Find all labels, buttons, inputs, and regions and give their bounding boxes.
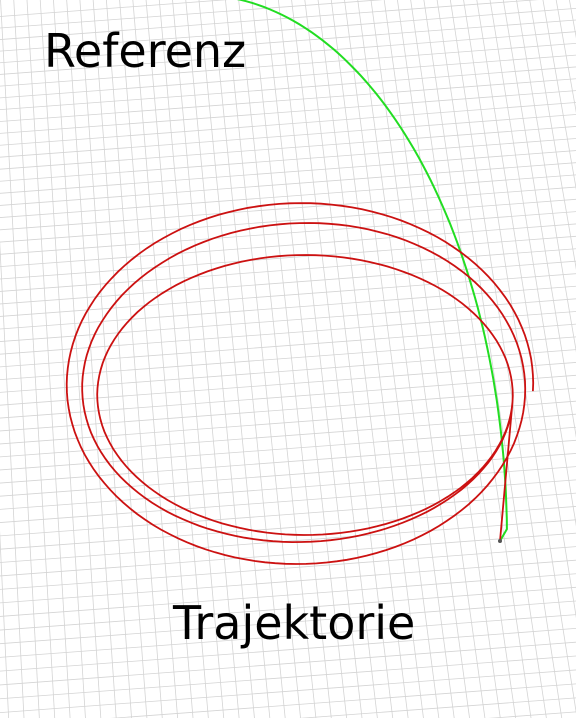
grid-line-vertical <box>39 0 86 718</box>
grid-line-vertical <box>516 0 576 353</box>
grid-line-vertical <box>383 0 486 718</box>
grid-line-vertical <box>489 0 576 527</box>
grid-line-horizontal <box>0 42 576 87</box>
grid-line-horizontal <box>0 439 576 484</box>
grid-line-horizontal <box>0 285 576 330</box>
grid-line-horizontal <box>0 546 576 590</box>
grid-line-vertical <box>0 0 40 718</box>
grid-line-vertical <box>277 0 363 718</box>
grid-line-vertical <box>119 0 179 718</box>
grid-line-vertical <box>397 0 501 718</box>
grid-line-horizontal <box>0 614 576 658</box>
grid-line-horizontal <box>0 532 576 577</box>
grid-line-horizontal <box>0 0 229 17</box>
grid-line-vertical <box>211 0 286 718</box>
grid-line-vertical <box>185 0 255 718</box>
grid-line-horizontal <box>0 19 576 64</box>
reference-label: Referenz <box>44 24 247 78</box>
grid-line-horizontal <box>0 54 576 99</box>
grid-line-horizontal <box>0 235 576 280</box>
grid-line-vertical <box>463 0 576 714</box>
grid-line-vertical <box>330 0 424 718</box>
grid-line-vertical <box>158 0 225 718</box>
grid-line-vertical <box>172 0 240 718</box>
grid-line-horizontal <box>0 426 576 471</box>
grid-line-horizontal <box>0 586 576 631</box>
grid-line-vertical <box>436 0 547 718</box>
grid-line-vertical <box>304 0 394 718</box>
grid-line-vertical <box>251 0 332 718</box>
grid-line-horizontal <box>0 519 576 563</box>
grid-line-horizontal <box>0 162 576 206</box>
grid-line-horizontal <box>0 600 576 645</box>
grid-line-vertical <box>198 0 271 718</box>
grid-line-horizontal <box>0 669 576 714</box>
grid-line-horizontal <box>0 66 576 111</box>
grid-line-horizontal <box>0 273 576 317</box>
grid-line-vertical <box>238 0 317 718</box>
grid-line-vertical <box>79 0 132 718</box>
grid-line-horizontal <box>0 260 576 305</box>
grid-line-vertical <box>264 0 348 718</box>
grid-line-horizontal <box>0 311 576 355</box>
grid-line-horizontal <box>0 492 576 537</box>
start-marker <box>498 539 502 543</box>
grid-line-horizontal <box>0 349 576 393</box>
grid-line-horizontal <box>0 114 576 158</box>
grid-line-vertical <box>317 0 409 718</box>
grid-line-horizontal <box>298 697 576 718</box>
reference-curve <box>236 0 508 542</box>
grid-line-horizontal <box>0 559 576 604</box>
grid-line-vertical <box>542 0 576 191</box>
grid-line-vertical <box>529 0 576 270</box>
grid-line-horizontal <box>0 126 576 170</box>
grid-line-vertical <box>344 0 440 718</box>
grid-line-horizontal <box>0 248 576 292</box>
grid-line-vertical <box>410 0 517 718</box>
grid-line-vertical <box>132 0 194 718</box>
trajectory-curve <box>65 202 535 565</box>
grid-line-horizontal <box>0 102 576 146</box>
grid-line-horizontal <box>0 31 576 75</box>
grid-line-horizontal <box>0 573 576 617</box>
grid-line-vertical <box>357 0 455 718</box>
grid-line-horizontal <box>0 90 576 134</box>
grid-line-horizontal <box>0 628 576 672</box>
grid-line-horizontal <box>0 138 576 182</box>
grid-line-vertical <box>13 0 56 718</box>
grid-line-vertical <box>53 0 102 718</box>
grid-line-vertical <box>26 0 71 718</box>
grid-line-horizontal <box>0 374 576 419</box>
grid-line-horizontal <box>0 174 576 218</box>
grid-line-vertical <box>370 0 470 718</box>
grid-line-vertical <box>92 0 148 718</box>
grid-line-vertical <box>145 0 209 718</box>
grid-line-vertical <box>0 530 10 718</box>
trajectory-label: Trajektorie <box>173 596 416 650</box>
grid-line-horizontal <box>0 655 576 700</box>
grid-line-vertical <box>291 0 378 718</box>
grid-line-vertical <box>423 0 532 718</box>
grid-line-horizontal <box>0 0 384 29</box>
grid-line-vertical <box>502 0 576 438</box>
grid-line-horizontal <box>110 683 576 718</box>
grid-line-vertical <box>105 0 163 718</box>
grid-line-horizontal <box>0 150 576 194</box>
grid-line-horizontal <box>0 223 576 268</box>
grid-line-vertical <box>225 0 301 718</box>
grid-line-horizontal <box>0 211 576 255</box>
grid-line-vertical <box>476 0 576 619</box>
grid-line-horizontal <box>0 400 576 445</box>
grid-line-vertical <box>0 240 25 718</box>
grid-line-horizontal <box>0 186 576 231</box>
grid-line-horizontal <box>0 506 576 550</box>
grid-line-vertical <box>66 0 117 718</box>
